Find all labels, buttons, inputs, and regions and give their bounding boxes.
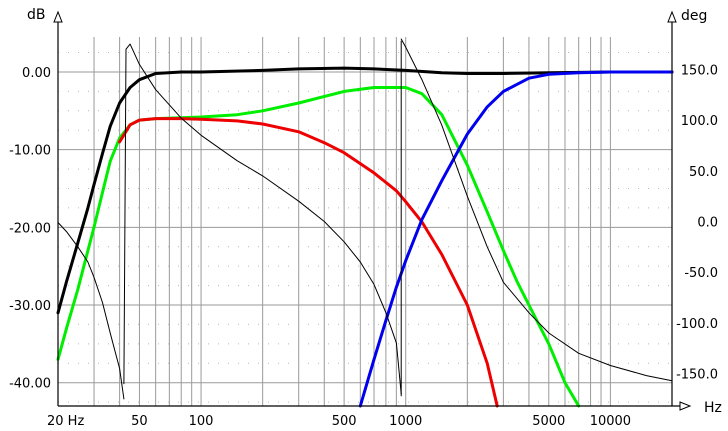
y-axis-unit: dB [27,7,46,23]
y2-axis-arrow [667,10,677,23]
y2-tick-label: 50.0 [689,165,718,180]
y-axis-arrow [53,10,63,23]
series-line [56,66,674,315]
y-tick-label: -30.00 [9,299,51,314]
series-line [56,86,581,408]
y2-tick-label: 100.0 [681,114,718,129]
y2-axis-unit: deg [681,8,707,24]
y2-tick-label: -50.0 [684,266,718,281]
series-line [118,117,499,408]
x-tick-label: 50 [131,414,148,429]
y-tick-label: -40.00 [9,377,51,392]
x-tick-label: 10000 [590,414,631,429]
series-lines [56,38,674,408]
x-tick-label: 1000 [389,414,422,429]
y-tick-label: -10.00 [9,144,51,159]
y2-tick-label: -100.0 [676,317,718,332]
y2-tick-label: -150.0 [676,368,718,383]
y2-tick-label: 150.0 [681,63,718,78]
series-line [57,222,125,400]
series-line [123,43,402,395]
axis-ticks: 0.00 -10.00 -20.00 -30.00 -40.00 150.0 100.0 50… [9,7,722,429]
y2-tick-label: 0.0 [697,216,718,231]
x-axis-arrow [679,401,692,411]
series-line [358,70,674,408]
y-tick-label: 0.00 [22,66,51,81]
x-tick-label: 5000 [532,414,565,429]
x-tick-label: 20 Hz [47,414,84,429]
grid [57,37,673,406]
series-line [400,38,673,382]
x-axis-unit: Hz [704,400,722,416]
x-tick-label: 500 [332,414,357,429]
x-tick-label: 100 [189,414,214,429]
axes [53,10,692,411]
y-tick-label: -20.00 [9,221,51,236]
